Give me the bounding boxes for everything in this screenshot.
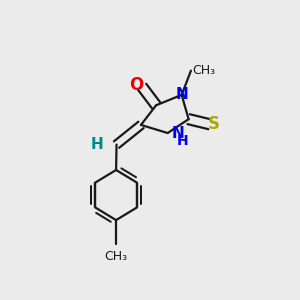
Text: S: S	[208, 115, 220, 133]
Text: N: N	[172, 125, 184, 140]
Text: CH₃: CH₃	[104, 250, 128, 263]
Text: N: N	[175, 87, 188, 102]
Text: CH₃: CH₃	[192, 64, 215, 77]
Text: O: O	[129, 76, 143, 94]
Text: H: H	[177, 134, 189, 148]
Text: H: H	[91, 137, 104, 152]
